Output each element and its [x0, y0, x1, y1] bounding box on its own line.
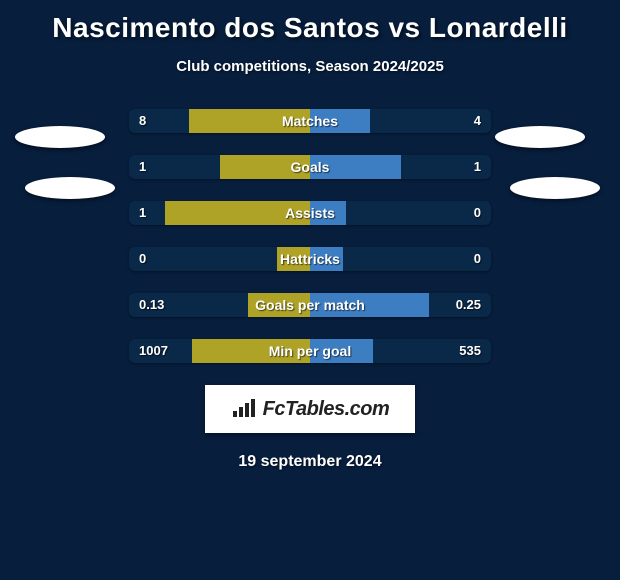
value-right: 0.25 [456, 293, 481, 317]
bar-left [192, 339, 310, 363]
bar-track: 10Assists [129, 201, 491, 225]
date-label: 19 september 2024 [0, 453, 620, 471]
bar-track: 1007535Min per goal [129, 339, 491, 363]
value-left: 0 [139, 247, 146, 271]
value-left: 1 [139, 155, 146, 179]
stat-row: 10Assists [0, 201, 620, 225]
bar-left [165, 201, 310, 225]
logo-text: FcTables.com [263, 398, 390, 421]
page-title: Nascimento dos Santos vs Lonardelli [0, 0, 620, 44]
bar-left [277, 247, 310, 271]
bars-icon [231, 399, 257, 419]
value-right: 1 [474, 155, 481, 179]
player-photo-placeholder [15, 126, 105, 148]
stat-row: 1007535Min per goal [0, 339, 620, 363]
bar-right [310, 201, 346, 225]
value-right: 4 [474, 109, 481, 133]
subtitle: Club competitions, Season 2024/2025 [0, 58, 620, 75]
bar-right [310, 109, 370, 133]
bar-right [310, 247, 343, 271]
bar-track: 84Matches [129, 109, 491, 133]
bar-right [310, 339, 373, 363]
value-right: 535 [459, 339, 481, 363]
bar-right [310, 155, 401, 179]
stat-row: 11Goals [0, 155, 620, 179]
bar-right [310, 293, 429, 317]
player-photo-placeholder [510, 177, 600, 199]
bar-left [248, 293, 310, 317]
stat-row: 0.130.25Goals per match [0, 293, 620, 317]
bar-left [220, 155, 311, 179]
value-left: 0.13 [139, 293, 164, 317]
value-right: 0 [474, 201, 481, 225]
bar-track: 0.130.25Goals per match [129, 293, 491, 317]
bar-track: 11Goals [129, 155, 491, 179]
stat-row: 00Hattricks [0, 247, 620, 271]
logo-badge: FcTables.com [205, 385, 415, 433]
bar-track: 00Hattricks [129, 247, 491, 271]
value-left: 1007 [139, 339, 168, 363]
value-left: 8 [139, 109, 146, 133]
value-right: 0 [474, 247, 481, 271]
bar-left [189, 109, 310, 133]
player-photo-placeholder [495, 126, 585, 148]
value-left: 1 [139, 201, 146, 225]
player-photo-placeholder [25, 177, 115, 199]
